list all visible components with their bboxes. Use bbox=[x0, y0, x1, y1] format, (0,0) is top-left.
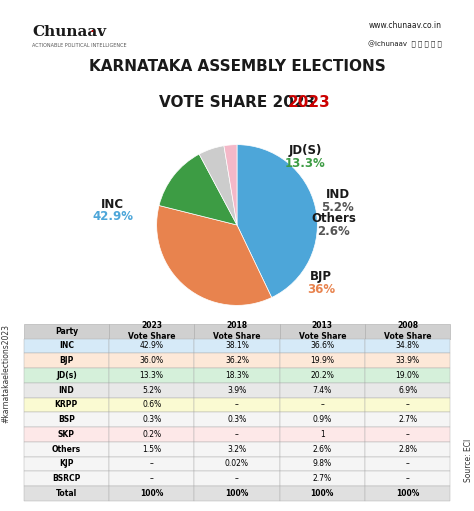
Text: KARNATAKA ASSEMBLY ELECTIONS: KARNATAKA ASSEMBLY ELECTIONS bbox=[89, 59, 385, 74]
Text: ·: · bbox=[90, 25, 95, 40]
Text: 13.3%: 13.3% bbox=[285, 156, 326, 170]
Wedge shape bbox=[159, 154, 237, 225]
Text: INC: INC bbox=[101, 198, 124, 211]
Wedge shape bbox=[156, 205, 272, 306]
Text: Others: Others bbox=[311, 212, 356, 225]
Text: 5.2%: 5.2% bbox=[321, 201, 354, 214]
Text: Chunaav: Chunaav bbox=[32, 25, 106, 39]
Text: 2023: 2023 bbox=[287, 95, 330, 109]
Text: IND: IND bbox=[325, 188, 349, 201]
Text: Source: ECI: Source: ECI bbox=[464, 438, 473, 481]
Text: VOTE SHARE 2023: VOTE SHARE 2023 bbox=[159, 95, 315, 109]
Text: 36%: 36% bbox=[307, 283, 336, 296]
Text: BJP: BJP bbox=[310, 270, 332, 283]
Text: #karnatakaelections2023: #karnatakaelections2023 bbox=[1, 323, 10, 423]
Text: www.chunaav.co.in: www.chunaav.co.in bbox=[369, 21, 442, 30]
Text: @ichunaav  📺 🐦 📘 📷 🔗: @ichunaav 📺 🐦 📘 📷 🔗 bbox=[368, 40, 442, 48]
Text: 42.9%: 42.9% bbox=[92, 211, 133, 223]
Text: JD(S): JD(S) bbox=[289, 144, 322, 157]
Wedge shape bbox=[224, 145, 237, 225]
Wedge shape bbox=[199, 146, 237, 225]
Wedge shape bbox=[237, 145, 318, 297]
Text: ACTIONABLE POLITICAL INTELLIGENCE: ACTIONABLE POLITICAL INTELLIGENCE bbox=[32, 43, 127, 48]
Text: 2.6%: 2.6% bbox=[317, 225, 350, 238]
